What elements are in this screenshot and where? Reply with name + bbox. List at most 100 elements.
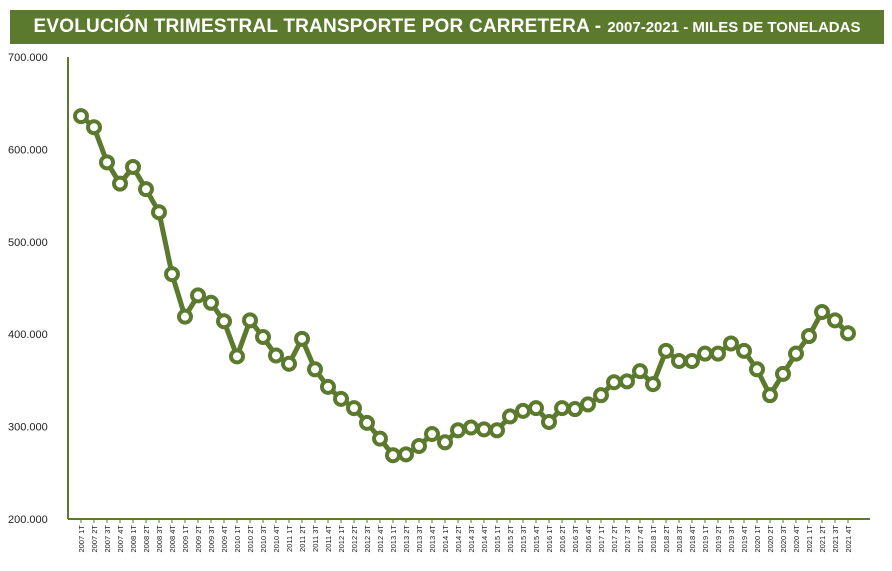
data-point: [788, 345, 804, 362]
x-tick-label: 2007 2T: [90, 525, 99, 553]
x-tick-label: 2012 4T: [376, 525, 385, 553]
x-tick-label: 2014 2T: [454, 525, 463, 553]
x-tick-label: 2021 3T: [831, 525, 840, 553]
data-point: [125, 158, 141, 175]
x-tick-label: 2021 4T: [844, 525, 853, 553]
x-tick-label: 2019 3T: [727, 525, 736, 553]
series-line: [78, 113, 851, 458]
data-point: [385, 447, 401, 464]
data-point: [398, 446, 414, 463]
data-point: [437, 434, 453, 451]
x-tick-label: 2017 1T: [597, 525, 606, 553]
x-tick-label: 2013 2T: [402, 525, 411, 553]
series-layer: [73, 108, 856, 464]
x-tick-label: 2020 3T: [779, 525, 788, 553]
y-tick-label: 700.000: [8, 52, 48, 64]
data-point: [658, 342, 674, 359]
data-point: [372, 430, 388, 447]
data-point: [554, 400, 570, 417]
data-point: [632, 363, 648, 380]
y-tick-label: 300.000: [8, 422, 48, 434]
x-tick-label: 2018 1T: [649, 525, 658, 553]
data-point: [476, 421, 492, 438]
data-point: [567, 401, 583, 418]
x-tick-label: 2008 4T: [168, 525, 177, 553]
y-tick-labels: 200.000 300.000 400.000 500.000 600.000 700.0…: [8, 52, 48, 526]
x-tick-label: 2008 3T: [155, 525, 164, 553]
x-tick-label: 2016 2T: [558, 525, 567, 553]
x-tick-label: 2014 4T: [480, 525, 489, 553]
x-tick-labels: 2007 1T 2007 2T 2007 3T 2007 4T 2008 1T 2008 …: [77, 525, 853, 553]
x-tick-label: 2018 2T: [662, 525, 671, 553]
data-point: [515, 402, 531, 419]
data-point: [164, 266, 180, 283]
data-point: [671, 352, 687, 369]
data-point: [346, 400, 362, 417]
data-point: [749, 361, 765, 378]
x-tick-label: 2011 1T: [285, 525, 294, 552]
x-tick-label: 2020 2T: [766, 525, 775, 553]
x-tick-label: 2008 1T: [129, 525, 138, 553]
data-point: [216, 313, 232, 330]
data-point: [268, 347, 284, 364]
x-tick-label: 2014 1T: [441, 525, 450, 553]
data-point: [762, 387, 778, 404]
data-point: [827, 312, 843, 329]
data-point: [138, 181, 154, 198]
x-tick-label: 2020 1T: [753, 525, 762, 553]
y-tick-label: 500.000: [8, 237, 48, 249]
data-point: [86, 119, 102, 136]
x-tick-label: 2016 4T: [584, 525, 593, 553]
data-point: [190, 287, 206, 304]
data-point: [697, 345, 713, 362]
x-tick-label: 2019 4T: [740, 525, 749, 553]
data-point: [723, 335, 739, 352]
data-point: [502, 408, 518, 425]
x-tick-label: 2015 1T: [493, 525, 502, 553]
data-point: [203, 294, 219, 311]
data-point: [619, 373, 635, 390]
x-tick-label: 2014 3T: [467, 525, 476, 553]
axes: [67, 57, 870, 523]
y-tick-label: 400.000: [8, 329, 48, 341]
x-tick-label: 2010 4T: [272, 525, 281, 553]
x-tick-label: 2010 2T: [246, 525, 255, 553]
x-tick-label: 2013 1T: [389, 525, 398, 553]
data-point: [333, 390, 349, 407]
data-point: [775, 365, 791, 382]
data-point: [593, 387, 609, 404]
x-tick-label: 2008 2T: [142, 525, 151, 553]
data-point: [840, 325, 856, 342]
x-tick-label: 2019 2T: [714, 525, 723, 553]
x-tick-label: 2009 1T: [181, 525, 190, 553]
data-point: [320, 378, 336, 395]
data-point: [450, 422, 466, 439]
x-tick-label: 2020 4T: [792, 525, 801, 553]
data-point: [528, 400, 544, 417]
data-point: [307, 361, 323, 378]
data-point: [294, 330, 310, 347]
x-tick-label: 2018 3T: [675, 525, 684, 553]
x-tick-label: 2017 3T: [623, 525, 632, 553]
x-tick-label: 2011 4T: [324, 525, 333, 552]
x-tick-label: 2010 3T: [259, 525, 268, 553]
x-tick-label: 2017 2T: [610, 525, 619, 553]
x-tick-label: 2015 2T: [506, 525, 515, 553]
data-point: [541, 413, 557, 430]
x-tick-label: 2007 3T: [103, 525, 112, 553]
data-point: [411, 438, 427, 455]
x-tick-label: 2007 4T: [116, 525, 125, 553]
x-tick-label: 2015 4T: [532, 525, 541, 553]
data-point: [281, 355, 297, 372]
data-point: [359, 414, 375, 431]
data-point: [73, 108, 89, 125]
x-tick-label: 2016 1T: [545, 525, 554, 553]
data-point: [112, 175, 128, 192]
y-tick-label: 200.000: [8, 514, 48, 526]
data-point: [684, 352, 700, 369]
x-tick-label: 2011 3T: [311, 525, 320, 552]
x-tick-label: 2009 4T: [220, 525, 229, 553]
y-tick-label: 600.000: [8, 144, 48, 156]
x-tick-label: 2009 3T: [207, 525, 216, 553]
